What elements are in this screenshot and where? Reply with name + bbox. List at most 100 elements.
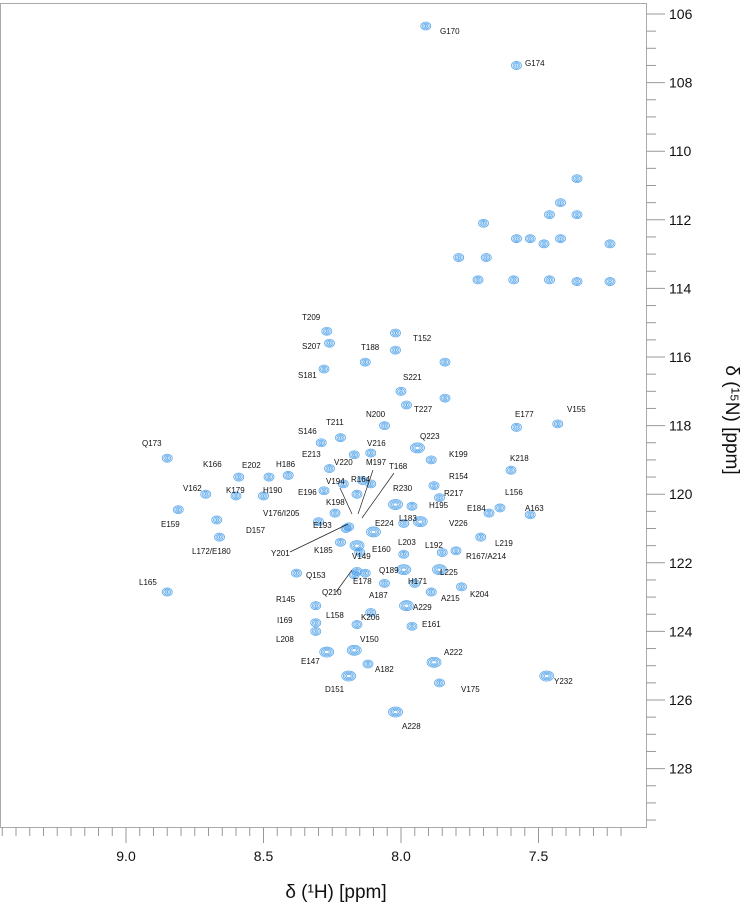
peak-label: V175 [461,685,480,694]
peak-contour [366,526,381,538]
peak-contour [230,491,242,501]
peak-contour [341,670,357,682]
peak-label: E202 [242,461,261,470]
peak-contour [362,659,374,669]
peak-label: T152 [413,334,432,343]
x-tick-label: 8.5 [254,848,274,864]
peak-contour [505,465,517,475]
peak-label: R230 [393,484,413,493]
peak-label: A182 [375,665,394,674]
peak-contour [428,481,440,491]
peak-contour [282,470,294,480]
peak-label: L203 [398,538,416,547]
peak-contour [349,540,365,552]
peak-label: S181 [298,371,317,380]
peak-label: V220 [334,458,353,467]
peak-label: Q210 [322,588,342,597]
peak-labels: G170 G174 T209 S207 T188 T152 S181 S221 T227 N200… [139,27,586,731]
peak-label: E147 [301,657,320,666]
peak-contour [401,400,412,410]
peak-contour [365,448,377,458]
peak-label: T188 [361,343,380,352]
peak-label: E196 [298,488,317,497]
peak-contour [456,582,467,592]
peak-contour [544,210,555,220]
peak-contour [395,386,407,396]
peak-contour [508,275,520,285]
peak-label: A222 [444,648,463,657]
peak-contour [263,472,275,482]
peak-contour [321,326,333,336]
peak-contour [434,493,445,503]
x-tick-label: 8.0 [391,848,411,864]
x-axis-title: δ (¹H) [ppm] [285,882,386,903]
y-tick-label: 118 [669,418,692,434]
peak-contour [388,706,403,718]
peak-contour [324,338,335,348]
peak-contour [359,357,371,367]
peak-label: V194 [326,477,345,486]
peak-contour [555,198,566,208]
peak-contour [480,253,492,262]
peak-label: L165 [139,578,157,587]
peak-label: V150 [360,635,379,644]
peak-label: S146 [298,427,317,436]
peak-label: E159 [161,520,180,529]
peak-label: Y232 [554,677,573,686]
peak-label: S207 [302,342,321,351]
y-tick-label: 122 [669,555,693,571]
peak-label: V176/I205 [263,509,300,518]
peak-contour [406,621,418,631]
peak-contour [571,174,583,184]
peak-contour [425,455,437,465]
peak-contour [524,510,536,520]
peak-label: V162 [183,484,202,493]
peak-contours [161,21,616,718]
peak-label: E193 [313,521,332,530]
peak-label: R167/A214 [466,552,507,561]
peak-contour [420,21,432,31]
y-tick-label: 112 [669,212,692,228]
y-tick-label: 106 [669,6,693,22]
peak-contour [478,218,489,228]
peak-contour [475,532,487,542]
y-axis-title: δ (¹⁵N) [ppm] [721,365,742,474]
peak-label: K204 [470,590,489,599]
peak-label: K218 [510,454,529,463]
peak-label: V149 [352,552,371,561]
peak-label: R145 [276,595,296,604]
peak-contour [472,275,484,285]
peak-contour [379,578,390,588]
peak-label: L172/E180 [192,547,231,556]
peak-contour [211,515,223,525]
peak-contour [412,516,428,528]
peak-contour [318,364,330,374]
peak-contour [346,644,362,656]
peak-label: A215 [441,594,460,603]
peak-contour [315,438,327,448]
peak-label: L219 [495,539,513,548]
peak-label: A163 [525,504,544,513]
peak-label: L208 [276,635,294,644]
peak-label: E224 [375,519,394,528]
peak-label: L156 [505,488,523,497]
peak-label: D157 [246,526,266,535]
peak-contour [396,564,412,576]
peak-contour [324,464,335,473]
peak-contour [552,419,564,429]
peak-label: T211 [326,418,344,427]
peak-label: G174 [525,59,545,68]
peak-contour [291,568,302,578]
peak-contour [426,656,442,668]
peak-label: E213 [302,450,321,459]
peak-label: N200 [366,410,386,419]
peak-label: I169 [277,616,293,625]
peak-contour [432,564,447,576]
peak-label: E161 [422,620,441,629]
peak-contour [439,357,451,367]
peak-contour [410,442,425,454]
peak-label: Q189 [379,566,399,575]
peak-contour [351,489,363,499]
peak-contour [365,479,377,489]
